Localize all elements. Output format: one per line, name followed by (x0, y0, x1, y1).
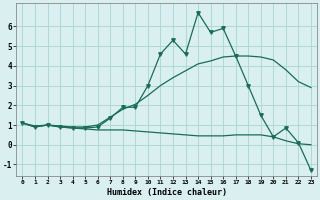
X-axis label: Humidex (Indice chaleur): Humidex (Indice chaleur) (107, 188, 227, 197)
